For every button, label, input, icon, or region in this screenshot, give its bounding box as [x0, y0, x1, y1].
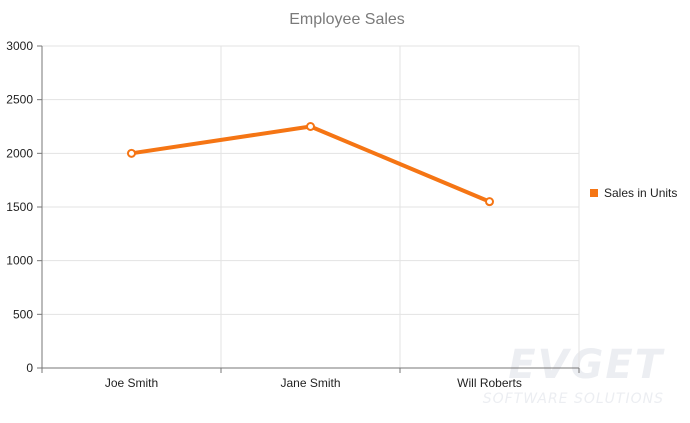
axes [37, 45, 580, 373]
chart-title: Employee Sales [289, 11, 405, 28]
y-tick-label: 1000 [6, 254, 33, 268]
data-point-marker [127, 148, 136, 158]
watermark-sub-text: SOFTWARE SOLUTIONS [483, 391, 664, 407]
x-tick-label: Jane Smith [280, 376, 340, 390]
legend[interactable]: Sales in Units [590, 186, 677, 200]
grid-lines [42, 45, 580, 368]
y-tick-label: 3000 [6, 39, 33, 53]
y-tick-label: 2000 [6, 146, 33, 160]
series-sales-in-units [127, 122, 494, 207]
y-tick-label: 0 [26, 361, 33, 375]
legend-swatch [590, 189, 598, 197]
x-tick-label: Joe Smith [105, 376, 158, 390]
y-axis-tick-labels: 0 500 1000 1500 2000 2500 3000 [6, 39, 33, 375]
data-point-marker [306, 122, 315, 131]
series-line [129, 124, 492, 204]
y-tick-label: 1500 [6, 200, 33, 214]
data-point-marker [485, 197, 494, 207]
y-tick-label: 2500 [6, 93, 33, 107]
x-tick-label: Will Roberts [457, 376, 522, 390]
x-axis-tick-labels: Joe Smith Jane Smith Will Roberts [105, 376, 522, 390]
watermark-logo: EVGET SOFTWARE SOLUTIONS [483, 342, 664, 407]
y-tick-label: 500 [13, 307, 33, 321]
legend-label-sales-in-units: Sales in Units [604, 186, 677, 200]
watermark-main-text: EVGET [508, 342, 664, 388]
